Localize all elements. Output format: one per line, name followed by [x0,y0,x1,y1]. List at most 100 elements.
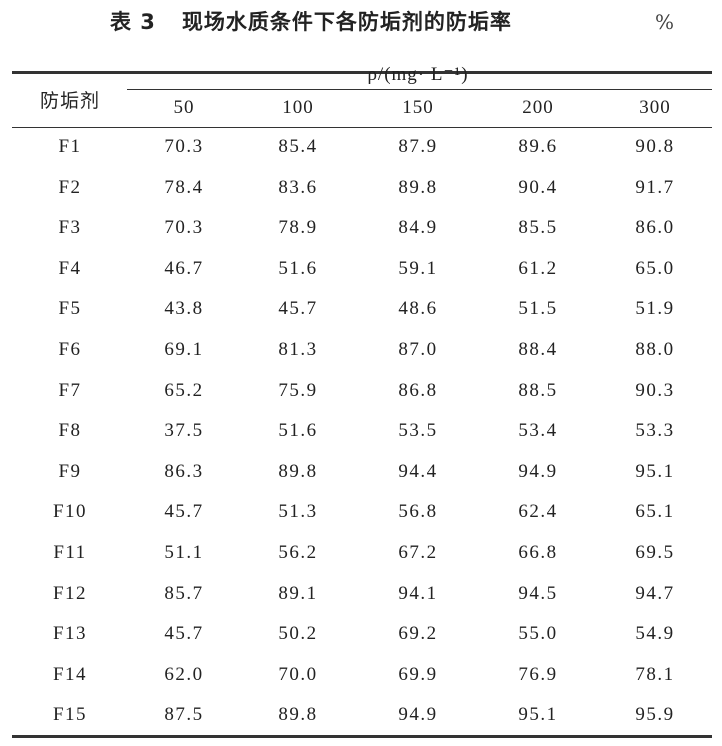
table-cell: 51.9 [635,298,675,320]
table-cell: 76.9 [518,663,558,685]
table-cell: 84.9 [398,217,438,239]
table-cell: 90.3 [635,379,675,401]
row-label: F12 [52,582,88,604]
table-cell: 90.8 [635,136,675,157]
column-header: 100 [282,97,314,118]
table-cell: 78.4 [164,176,204,198]
table-cell: 75.9 [278,379,318,401]
table-cell: 89.8 [398,176,438,198]
table-cell: 86.3 [164,460,204,482]
table-cell: 78.1 [635,663,675,685]
table-cell: 90.4 [518,176,558,198]
table-cell: 65.0 [635,257,675,279]
table-cell: 69.5 [635,542,675,563]
table-cell: 94.4 [398,460,438,482]
table-title: 表 3 现场水质条件下各防垢剂的防垢率 [110,6,512,36]
table-cell: 70.0 [278,663,318,685]
table-cell: 48.6 [398,298,438,320]
table-row: F14 62.0 70.0 69.9 76.9 78.1 [0,656,722,697]
top-rule [12,71,712,74]
table-cell: 56.2 [278,542,318,563]
table-cell: 51.6 [278,257,318,279]
header-rule [12,127,712,128]
table-cell: 88.0 [635,339,675,360]
table-cell: 69.2 [398,623,438,645]
table-cell: 70.3 [164,136,204,157]
table-cell: 46.7 [164,257,204,279]
table-cell: 78.9 [278,217,318,239]
table-cell: 94.9 [398,704,438,726]
column-header: 50 [173,97,195,118]
table-row: F12 85.7 89.1 94.1 94.5 94.7 [0,575,722,616]
table-cell: 86.0 [635,217,675,239]
table-cell: 94.9 [518,460,558,482]
row-label: F8 [58,420,82,442]
table-cell: 86.8 [398,379,438,401]
table-cell: 81.3 [278,339,318,360]
table-row: F13 45.7 50.2 69.2 55.0 54.9 [0,615,722,656]
table-cell: 91.7 [635,176,675,198]
table-cell: 37.5 [164,420,204,442]
table-cell: 65.1 [635,501,675,523]
table-title-text: 现场水质条件下各防垢剂的防垢率 [181,10,512,34]
column-header: 300 [639,97,671,118]
row-label: F6 [58,339,82,360]
table-cell: 45.7 [278,298,318,320]
row-header: 防垢剂 [39,91,101,112]
table-cell: 43.8 [164,298,204,320]
row-label: F10 [52,501,88,523]
table-cell: 55.0 [518,623,558,645]
table-cell: 89.8 [278,460,318,482]
table-cell: 59.1 [398,257,438,279]
table-cell: 89.8 [278,704,318,726]
table-row: F5 43.8 45.7 48.6 51.5 51.9 [0,290,722,331]
table-cell: 87.9 [398,136,438,157]
table-cell: 51.3 [278,501,318,523]
table-cell: 61.2 [518,257,558,279]
table-cell: 62.0 [164,663,204,685]
table-cell: 94.1 [398,582,438,604]
table-cell: 45.7 [164,501,204,523]
table-row: F8 37.5 51.6 53.5 53.4 53.3 [0,412,722,453]
table-cell: 66.8 [518,542,558,563]
table-row: F4 46.7 51.6 59.1 61.2 65.0 [0,250,722,291]
table-cell: 83.6 [278,176,318,198]
row-label: F7 [58,379,82,401]
table-cell: 53.5 [398,420,438,442]
table-row: F1 70.3 85.4 87.9 89.6 90.8 [0,128,722,169]
table-cell: 54.9 [635,623,675,645]
table-cell: 53.3 [635,420,675,442]
table-cell: 95.1 [518,704,558,726]
table-row: F10 45.7 51.3 56.8 62.4 65.1 [0,493,722,534]
column-header: 150 [402,97,434,118]
table-cell: 87.0 [398,339,438,360]
table-cell: 51.5 [518,298,558,320]
row-label: F15 [52,704,88,726]
table-row: F15 87.5 89.8 94.9 95.1 95.9 [0,696,722,737]
bottom-rule [12,735,712,738]
table-row: F3 70.3 78.9 84.9 85.5 86.0 [0,209,722,250]
row-label: F3 [58,217,82,239]
table-cell: 45.7 [164,623,204,645]
table-number: 表 3 [110,10,156,34]
row-label: F1 [58,136,82,157]
table-cell: 85.5 [518,217,558,239]
row-label: F9 [58,460,82,482]
group-header: ρ/(mg· L⁻¹) [367,64,469,85]
row-label: F4 [58,257,82,279]
table-cell: 88.5 [518,379,558,401]
unit-label: % [655,10,675,34]
group-rule [127,89,712,90]
row-label: F13 [52,623,88,645]
table-cell: 69.1 [164,339,204,360]
table-cell: 94.7 [635,582,675,604]
table-cell: 51.6 [278,420,318,442]
table-cell: 53.4 [518,420,558,442]
table-cell: 69.9 [398,663,438,685]
table-row: F9 86.3 89.8 94.4 94.9 95.1 [0,453,722,494]
table-cell: 94.5 [518,582,558,604]
table-cell: 51.1 [164,542,204,563]
table-row: F7 65.2 75.9 86.8 88.5 90.3 [0,372,722,413]
row-label: F2 [58,176,82,198]
row-label: F5 [58,298,82,320]
